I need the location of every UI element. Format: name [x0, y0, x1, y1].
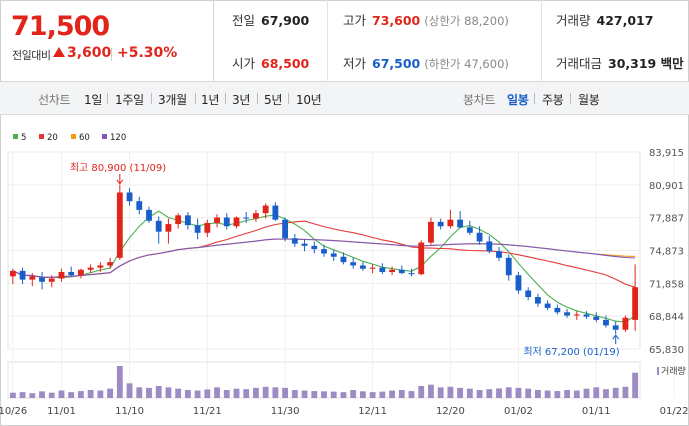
legend-swatch [39, 134, 44, 139]
divider [534, 93, 535, 104]
tab-period-1d[interactable]: 1일 [84, 93, 103, 107]
chart-toolbar: 선차트 1일 1주일 3개월 1년 3년 5년 10년 봉차트 일봉 주봉 월봉 [0, 82, 689, 115]
tab-period-3y[interactable]: 3년 [232, 93, 251, 107]
divider [151, 93, 152, 104]
tab-monthly-candle[interactable]: 월봉 [578, 93, 600, 107]
divider [570, 93, 571, 104]
divider [107, 93, 108, 104]
prev-close: 전일 67,900 [232, 13, 310, 28]
tab-period-3m[interactable]: 3개월 [158, 93, 187, 107]
divider [327, 0, 328, 82]
change-percent: +5.30% [117, 45, 178, 61]
legend-swatch [71, 134, 76, 139]
divider [257, 93, 258, 104]
price-box: 71,500 전일대비 3,600 +5.30% [0, 0, 214, 82]
tab-period-1y[interactable]: 1년 [201, 93, 220, 107]
legend-swatch [13, 134, 18, 139]
divider [225, 93, 226, 104]
tab-period-1w[interactable]: 1주일 [115, 93, 144, 107]
divider [288, 93, 289, 104]
tab-period-5y[interactable]: 5년 [264, 93, 283, 107]
divider [541, 0, 542, 82]
volume: 거래량 427,017 [556, 13, 654, 28]
divider [195, 93, 196, 104]
divider [111, 48, 112, 61]
quote-summary: 71,500 전일대비 3,600 +5.30% 전일 67,900 고가 73,6… [0, 0, 689, 82]
change-value: 3,600 [53, 45, 111, 61]
tab-candle-chart[interactable]: 봉차트 [463, 93, 496, 107]
open-price: 시가 68,500 [232, 56, 310, 71]
trade-amount: 거래대금 30,319 백만 [556, 56, 684, 71]
legend-ma20: 20 [39, 133, 58, 143]
tab-line-chart[interactable]: 선차트 [38, 93, 71, 107]
tab-weekly-candle[interactable]: 주봉 [542, 93, 564, 107]
legend-ma60: 60 [71, 133, 90, 143]
legend-swatch [102, 134, 107, 139]
day-low: 저가 67,500 (하한가 47,600) [343, 56, 509, 71]
day-high: 고가 73,600 (상한가 88,200) [343, 13, 509, 28]
legend-ma120: 120 [102, 133, 126, 143]
tab-period-10y[interactable]: 10년 [296, 93, 322, 107]
change-label: 전일대비 [12, 49, 51, 62]
up-triangle-icon [53, 47, 65, 57]
current-price: 71,500 [11, 11, 110, 42]
tab-daily-candle[interactable]: 일봉 [507, 93, 529, 107]
legend-ma5: 5 [13, 133, 26, 143]
